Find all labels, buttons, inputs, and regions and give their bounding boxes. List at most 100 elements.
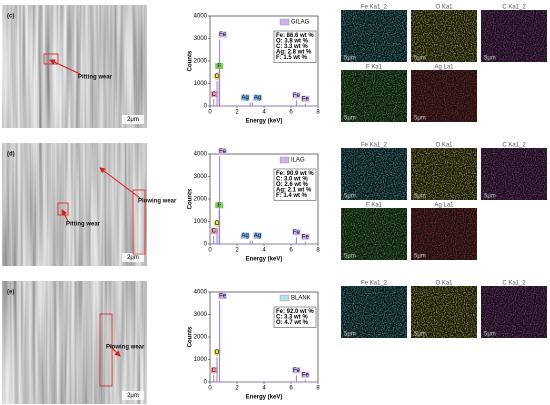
x-tick-label: 0 <box>208 110 212 116</box>
element-map <box>411 10 477 62</box>
element-map <box>411 286 477 338</box>
x-tick-label: 8 <box>316 248 320 254</box>
map-scale: 5μm <box>484 56 496 62</box>
map-label: Fe Ka1_2 <box>361 143 388 149</box>
legend-swatch <box>279 156 290 164</box>
y-tick-label: 0 <box>204 242 208 248</box>
map-scale: 5μm <box>344 254 356 260</box>
composition-line: Fe: 90.9 wt % <box>276 171 314 177</box>
x-axis-label: Energy (keV) <box>246 119 283 125</box>
y-tick-label: 4000 <box>194 152 208 158</box>
map-scale: 5μm <box>414 116 426 122</box>
y-tick-label: 2000 <box>194 335 208 341</box>
peak-label-box <box>253 232 262 239</box>
map-label: O Ka1 <box>435 281 453 287</box>
element-map <box>341 148 407 200</box>
map-scale: 5μm <box>414 194 426 200</box>
panel-label: (d) <box>7 152 15 158</box>
annotation: Plowing wear <box>138 199 177 205</box>
map-scale: 5μm <box>414 254 426 260</box>
y-tick-label: 1000 <box>194 357 208 363</box>
peak-label: Fe <box>302 96 310 102</box>
composition-line: F: 1.4 wt % <box>276 193 308 199</box>
peak-label: Fe <box>219 294 227 300</box>
peak-label-box <box>218 148 227 155</box>
panel-label: (e) <box>7 290 14 296</box>
element-map <box>481 286 547 338</box>
map-scale: 5μm <box>414 56 426 62</box>
peak-label: C <box>212 368 217 374</box>
peak-label: Ag <box>254 233 261 239</box>
y-axis-label: Counts <box>188 326 194 347</box>
x-tick-label: 6 <box>289 248 293 254</box>
y-tick-label: 4000 <box>194 14 208 20</box>
y-tick-label: 0 <box>204 104 208 110</box>
x-tick-label: 6 <box>289 110 293 116</box>
peak-label: Fe <box>293 230 301 236</box>
element-map <box>481 148 547 200</box>
legend-swatch <box>279 294 290 302</box>
y-tick-label: 0 <box>204 380 208 386</box>
legend-label: GILAG <box>291 20 310 26</box>
composition-line: Ag: 2.8 wt % <box>276 50 312 56</box>
y-tick-label: 1000 <box>194 219 208 225</box>
map-scale: 5μm <box>344 194 356 200</box>
map-label: C Ka1_2 <box>502 143 526 149</box>
composition-line: C: 3.3 wt % <box>276 315 308 321</box>
peak-label: Ag <box>242 233 249 239</box>
y-tick-label: 3000 <box>194 312 208 318</box>
peak-label-box <box>241 232 250 239</box>
y-tick-label: 3000 <box>194 174 208 180</box>
peak-label-box <box>209 91 218 98</box>
x-tick-label: 2 <box>235 386 239 392</box>
annotation: Plowing wear <box>106 345 145 351</box>
map-scale: 5μm <box>344 56 356 62</box>
map-label: F Ka1 <box>366 65 383 71</box>
map-label: Ag La1 <box>434 203 454 209</box>
scale-box <box>122 115 144 124</box>
peak-label-box <box>218 293 227 299</box>
peak-label-box <box>213 219 221 227</box>
peak-label: C <box>212 229 217 235</box>
peak-label: O <box>215 74 220 80</box>
x-tick-label: 6 <box>289 386 293 392</box>
scale-box <box>122 391 144 400</box>
legend-label: ILAG <box>291 158 305 164</box>
annotation-arrow <box>61 209 69 222</box>
peak-label-box <box>213 72 221 80</box>
map-label: F Ka1 <box>366 203 383 209</box>
element-map <box>341 10 407 62</box>
peak-label-box <box>301 233 310 240</box>
peak-label: O <box>215 350 220 356</box>
peak-label-box <box>301 371 310 378</box>
annotation: Pitting wear <box>66 222 101 228</box>
composition-box <box>273 168 317 201</box>
x-tick-label: 4 <box>262 248 266 254</box>
map-scale: 5μm <box>484 194 496 200</box>
scale-box <box>122 253 144 262</box>
element-map <box>341 286 407 338</box>
y-tick-label: 2000 <box>194 59 208 65</box>
peak-label-box <box>213 348 221 356</box>
composition-line: Ag: 2.1 wt % <box>276 188 312 194</box>
composition-line: F: 1.5 wt % <box>276 55 308 61</box>
x-tick-label: 2 <box>235 110 239 116</box>
map-scale: 5μm <box>344 332 356 338</box>
y-tick-label: 3000 <box>194 36 208 42</box>
peak-label-box <box>292 92 301 99</box>
peak-label-box <box>292 229 301 236</box>
x-tick-label: 0 <box>208 386 212 392</box>
peak-label-box <box>253 94 262 101</box>
sem-image <box>2 5 147 128</box>
x-axis-label: Energy (keV) <box>246 257 283 263</box>
map-label: Fe Ka1_2 <box>361 281 388 287</box>
composition-line: O: 4.7 wt % <box>276 320 309 326</box>
highlight-box <box>99 313 113 387</box>
annotation: Pitting wear <box>78 75 113 81</box>
peak-label-box <box>292 367 301 374</box>
map-scale: 5μm <box>414 332 426 338</box>
composition-line: O: 2.6 wt % <box>276 182 309 188</box>
peak-label-box <box>301 95 310 102</box>
composition-box <box>273 30 317 63</box>
